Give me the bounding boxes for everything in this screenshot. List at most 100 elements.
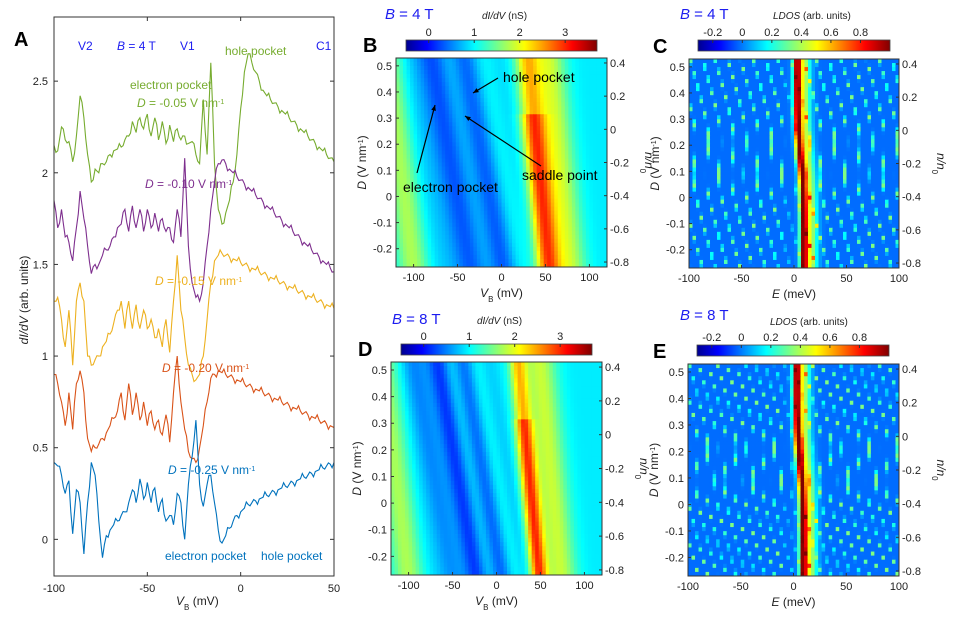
heatmap-cell [441, 230, 446, 236]
heatmap-cell [501, 74, 506, 79]
heatmap-cell [431, 142, 436, 147]
heatmap-cell [874, 127, 879, 132]
heatmap-cell [480, 202, 485, 208]
heatmap-cell [564, 170, 569, 175]
heatmap-cell [487, 198, 492, 204]
heatmap-cell [448, 86, 453, 91]
heatmap-cell [864, 131, 868, 136]
heatmap-cell [427, 234, 432, 240]
heatmap-cell [406, 126, 411, 131]
x-tick-label: 50 [328, 583, 340, 595]
heatmap-cell [571, 214, 576, 220]
heatmap-cell [571, 86, 576, 91]
heatmap-cell [832, 99, 837, 104]
heatmap-cell [547, 202, 552, 208]
heatmap-cell [441, 178, 446, 183]
heatmap-cell [420, 162, 425, 167]
heatmap-cell [815, 91, 819, 96]
heatmap-cell [529, 218, 534, 224]
heatmap-cell [794, 159, 798, 164]
heatmap-cell [727, 103, 732, 108]
heatmap-cell [589, 78, 594, 83]
heatmap-cell [480, 234, 485, 240]
heatmap-cell [554, 94, 559, 99]
heatmap-cell [519, 250, 523, 256]
heatmap-cell [483, 210, 488, 216]
heatmap-cell [536, 90, 541, 95]
heatmap-cell [494, 122, 499, 127]
heatmap-cell [592, 94, 597, 99]
heatmap-cell [476, 210, 481, 216]
heatmap-cell [599, 162, 604, 167]
heatmap-cell [462, 206, 467, 212]
heatmap-cell [592, 226, 597, 232]
heatmap-cell [867, 67, 872, 72]
heatmap-cell [825, 103, 830, 108]
heatmap-cell [536, 74, 541, 79]
heatmap-cell [860, 95, 865, 100]
heatmap-cell [480, 190, 485, 196]
heatmap-cell [759, 103, 763, 108]
heatmap-cell [689, 103, 693, 108]
heatmap-cell [804, 99, 809, 104]
heatmap-cell [466, 174, 471, 179]
heatmap-cell [832, 147, 837, 152]
heatmap-cell [578, 146, 583, 151]
heatmap-cell [396, 182, 400, 188]
heatmap-cell [522, 258, 527, 264]
heatmap-cell [727, 75, 732, 80]
heatmap-cell [734, 159, 739, 164]
heatmap-cell [888, 75, 893, 80]
heatmap-cell [462, 138, 467, 143]
heatmap-cell [582, 94, 587, 99]
heatmap-cell [554, 182, 559, 188]
heatmap-cell [766, 119, 770, 124]
heatmap-cell [822, 131, 826, 136]
heatmap-cell [596, 246, 601, 252]
heatmap-cell [829, 123, 833, 128]
heatmap-cell [867, 147, 872, 152]
heatmap-cell [776, 163, 781, 168]
heatmap-cell [561, 238, 566, 244]
heatmap-cell [703, 75, 707, 80]
heatmap-cell [578, 114, 583, 119]
heatmap-cell [836, 95, 840, 100]
heatmap-cell [466, 138, 471, 143]
heatmap-cell [410, 82, 414, 87]
heatmap-cell [783, 139, 788, 144]
heatmap-cell [424, 90, 429, 95]
heatmap-cell [571, 194, 576, 200]
heatmap-cell [578, 258, 583, 264]
heatmap-cell [797, 127, 802, 132]
heatmap-cell [839, 147, 844, 152]
heatmap-cell [895, 119, 900, 124]
heatmap-cell [529, 178, 534, 183]
heatmap-cell [759, 107, 763, 112]
heatmap-cell [808, 83, 812, 88]
heatmap-cell [413, 250, 418, 256]
heatmap-cell [459, 66, 464, 71]
heatmap-cell [762, 151, 767, 156]
heatmap-cell [720, 63, 725, 68]
heatmap-cell [448, 174, 453, 179]
heatmap-cell [469, 86, 474, 91]
colorbar-tick-label: 0 [426, 27, 432, 39]
heatmap-cell [564, 78, 569, 83]
heatmap-cell [815, 79, 819, 84]
heatmap-cell [596, 74, 601, 79]
heatmap-cell [836, 59, 840, 64]
heatmap-cell [536, 210, 541, 216]
heatmap-cell [871, 99, 875, 104]
heatmap-cell [713, 71, 718, 76]
heatmap-cell [585, 234, 590, 240]
heatmap-cell [801, 99, 805, 104]
heatmap-cell [476, 234, 481, 240]
heatmap-cell [741, 67, 746, 72]
heatmap-cell [459, 218, 464, 224]
heatmap-cell [483, 138, 488, 143]
heatmap-cell [505, 126, 509, 131]
heatmap-cell [540, 166, 545, 171]
heatmap-cell [462, 186, 467, 192]
heatmap-cell [797, 111, 802, 116]
heatmap-cell [505, 86, 509, 91]
